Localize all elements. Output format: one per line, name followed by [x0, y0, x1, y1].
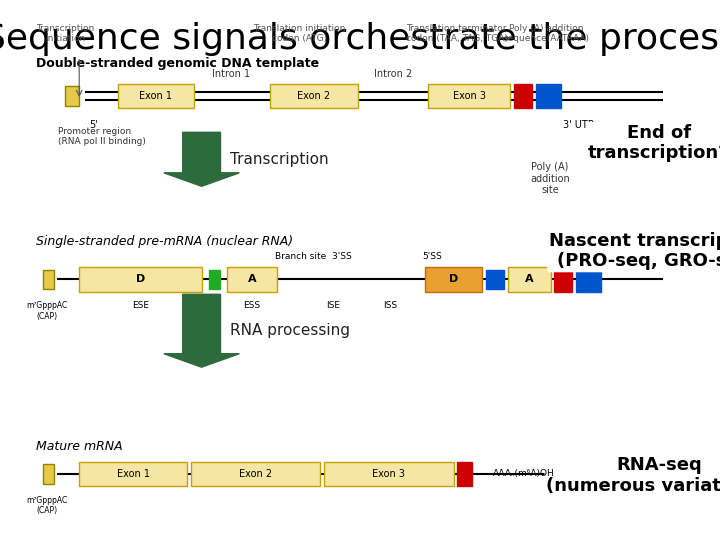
Bar — [79, 462, 187, 486]
Bar — [227, 267, 277, 292]
Text: AAAₙ(m⁶A)OH: AAAₙ(m⁶A)OH — [493, 469, 555, 478]
Text: Nascent transcription
(PRO-seq, GRO-seq): Nascent transcription (PRO-seq, GRO-seq) — [549, 232, 720, 271]
Text: m⁷GpppAC
(CAP): m⁷GpppAC (CAP) — [26, 496, 68, 515]
Text: D: D — [136, 274, 145, 285]
Text: Intron 1: Intron 1 — [212, 69, 251, 79]
Text: Mature mRNA: Mature mRNA — [36, 440, 122, 453]
Text: Poly (A) addition
sequence(AATAAA): Poly (A) addition sequence(AATAAA) — [503, 24, 590, 43]
FancyArrow shape — [164, 132, 239, 186]
Bar — [117, 84, 194, 108]
Text: Branch site  3'SS: Branch site 3'SS — [275, 252, 351, 261]
Text: Single-stranded pre-mRNA (nuclear RNA): Single-stranded pre-mRNA (nuclear RNA) — [36, 235, 293, 248]
Text: Double-stranded genomic DNA template: Double-stranded genomic DNA template — [36, 57, 319, 70]
Text: ISE: ISE — [326, 301, 340, 310]
Bar — [508, 267, 551, 292]
Text: Exon 1: Exon 1 — [139, 91, 172, 101]
Bar — [43, 464, 54, 484]
Bar — [536, 84, 561, 108]
Bar — [457, 462, 472, 486]
Text: 3' UTR: 3' UTR — [563, 120, 595, 130]
Text: Exon 3: Exon 3 — [372, 469, 405, 479]
Text: ISS: ISS — [384, 301, 397, 310]
Text: m⁷GpppAC
(CAP): m⁷GpppAC (CAP) — [26, 301, 68, 321]
Bar — [209, 269, 220, 289]
Text: Exon 2: Exon 2 — [239, 469, 272, 479]
Text: Exon 3: Exon 3 — [453, 91, 486, 101]
Text: RNA-seq
(numerous variations): RNA-seq (numerous variations) — [546, 456, 720, 495]
Text: D: D — [449, 274, 458, 285]
Text: Transcription: Transcription — [230, 152, 329, 167]
Bar — [554, 267, 572, 292]
Bar — [425, 267, 482, 292]
Bar — [486, 269, 504, 289]
Text: Exon 2: Exon 2 — [297, 91, 330, 101]
Bar — [65, 86, 79, 106]
Text: End of
transcription?: End of transcription? — [588, 124, 720, 163]
Text: Promoter region
(RNA pol II binding): Promoter region (RNA pol II binding) — [58, 127, 145, 146]
Bar — [191, 462, 320, 486]
Text: RNA processing: RNA processing — [230, 323, 351, 338]
Bar — [576, 267, 601, 292]
Text: Sequence signals orchestrate the process: Sequence signals orchestrate the process — [0, 22, 720, 56]
Text: Exon 1: Exon 1 — [117, 469, 150, 479]
Text: Translation terminator
codon (TAA, TAG, TGA): Translation terminator codon (TAA, TAG, … — [406, 24, 508, 43]
Bar — [514, 84, 532, 108]
Bar — [269, 84, 359, 108]
Text: A: A — [248, 274, 256, 285]
FancyArrow shape — [164, 294, 239, 367]
Text: 5'SS: 5'SS — [422, 252, 442, 261]
Text: A: A — [525, 274, 534, 285]
Text: Transcription
initiation: Transcription initiation — [36, 24, 94, 43]
Text: 5': 5' — [89, 120, 98, 130]
Text: ESS: ESS — [243, 301, 261, 310]
Text: ESE: ESE — [132, 301, 149, 310]
Text: Translation initiation
codon (ATG): Translation initiation codon (ATG) — [253, 24, 346, 43]
Text: Intron 2: Intron 2 — [374, 69, 413, 79]
Bar — [43, 269, 54, 289]
Bar — [79, 267, 202, 292]
Text: Poly (A)
addition
site: Poly (A) addition site — [530, 162, 570, 195]
Bar — [324, 462, 454, 486]
Bar — [428, 84, 510, 108]
